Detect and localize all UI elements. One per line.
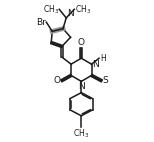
Text: CH$_3$: CH$_3$: [73, 128, 89, 140]
Text: N: N: [93, 60, 99, 69]
Text: O: O: [53, 76, 60, 85]
Text: S: S: [103, 76, 109, 85]
Text: N: N: [78, 83, 85, 91]
Text: H: H: [100, 54, 106, 63]
Text: CH$_3$: CH$_3$: [43, 3, 59, 15]
Text: Br: Br: [36, 18, 46, 27]
Text: N: N: [67, 9, 73, 18]
Text: CH$_3$: CH$_3$: [75, 3, 91, 15]
Text: O: O: [78, 38, 85, 47]
